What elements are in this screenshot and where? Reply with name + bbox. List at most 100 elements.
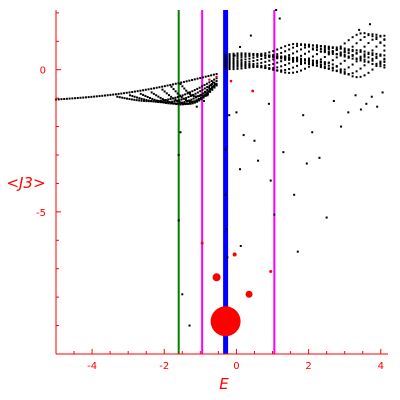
- data-point: [184, 103, 187, 106]
- data-point: [206, 94, 209, 97]
- data-point: [103, 94, 106, 97]
- data-point: [260, 61, 263, 64]
- red-point-4: [232, 252, 237, 257]
- data-point: [240, 61, 243, 64]
- data-point: [269, 179, 272, 182]
- data-point: [280, 60, 283, 63]
- data-point: [275, 9, 278, 11]
- data-point: [232, 57, 235, 60]
- data-point: [371, 35, 374, 38]
- data-point: [284, 63, 287, 66]
- data-point: [351, 72, 354, 75]
- data-point: [240, 54, 243, 57]
- data-point: [232, 59, 235, 62]
- data-point: [383, 57, 386, 60]
- data-point: [371, 59, 374, 62]
- data-point: [335, 46, 338, 49]
- data-point: [244, 66, 247, 69]
- data-point: [177, 153, 180, 156]
- data-point: [268, 63, 271, 66]
- data-point: [323, 48, 326, 51]
- data-point: [242, 134, 245, 137]
- data-point: [224, 66, 227, 69]
- data-point: [292, 57, 295, 60]
- data-point: [159, 99, 162, 102]
- data-point: [371, 33, 374, 36]
- data-point: [335, 56, 338, 59]
- data-point: [150, 91, 153, 94]
- data-point: [177, 82, 180, 85]
- data-point: [300, 63, 303, 66]
- x-tick-label: 2: [305, 361, 311, 372]
- data-point: [327, 67, 330, 70]
- data-point: [199, 96, 202, 99]
- data-point: [180, 81, 183, 84]
- data-point: [375, 56, 378, 59]
- data-point: [339, 47, 342, 50]
- data-point: [278, 17, 281, 20]
- data-point: [272, 62, 275, 65]
- data-point: [206, 91, 209, 94]
- data-point: [68, 97, 71, 100]
- data-point: [280, 65, 283, 68]
- data-point: [280, 56, 283, 59]
- data-point: [240, 56, 243, 59]
- data-point: [228, 62, 231, 65]
- data-point: [292, 71, 295, 74]
- data-point: [319, 66, 322, 69]
- data-point: [363, 64, 366, 67]
- data-point: [315, 44, 318, 47]
- data-point: [240, 62, 243, 65]
- data-point: [202, 99, 205, 102]
- data-point: [343, 53, 346, 56]
- data-point: [138, 99, 141, 102]
- data-point: [210, 80, 213, 83]
- data-point: [172, 97, 175, 100]
- data-point: [315, 60, 318, 63]
- data-point: [71, 97, 74, 100]
- red-point-7: [251, 89, 255, 93]
- data-point: [280, 69, 283, 72]
- data-point: [213, 81, 216, 84]
- data-point: [128, 91, 131, 94]
- data-point: [363, 53, 366, 56]
- data-point: [363, 55, 366, 58]
- data-point: [264, 66, 267, 69]
- data-point: [272, 55, 275, 58]
- data-point: [375, 33, 378, 36]
- data-point: [307, 62, 310, 65]
- data-point: [280, 57, 283, 60]
- data-point: [296, 58, 299, 61]
- data-point: [257, 159, 260, 162]
- data-point: [244, 55, 247, 58]
- data-point: [236, 55, 239, 58]
- data-point: [153, 98, 156, 101]
- data-point: [120, 92, 123, 95]
- data-point: [292, 59, 295, 62]
- data-point: [191, 78, 194, 81]
- data-point: [343, 47, 346, 50]
- data-point: [158, 100, 161, 103]
- data-point: [189, 102, 192, 105]
- data-point: [296, 45, 299, 48]
- data-point: [307, 60, 310, 63]
- data-point: [139, 89, 142, 92]
- data-point: [343, 51, 346, 54]
- data-point: [117, 92, 120, 95]
- data-point: [226, 256, 229, 259]
- data-point: [179, 82, 182, 85]
- data-point: [116, 95, 119, 98]
- data-point: [323, 63, 326, 66]
- data-point: [65, 97, 68, 100]
- data-point: [167, 94, 170, 97]
- red-point-6: [269, 270, 273, 274]
- data-point: [189, 100, 192, 103]
- data-point: [232, 54, 235, 57]
- data-point: [199, 90, 202, 93]
- data-point: [244, 58, 247, 61]
- data-point: [206, 92, 209, 95]
- data-point: [161, 101, 164, 104]
- data-point: [198, 86, 201, 89]
- data-point: [236, 59, 239, 62]
- data-point: [355, 49, 358, 52]
